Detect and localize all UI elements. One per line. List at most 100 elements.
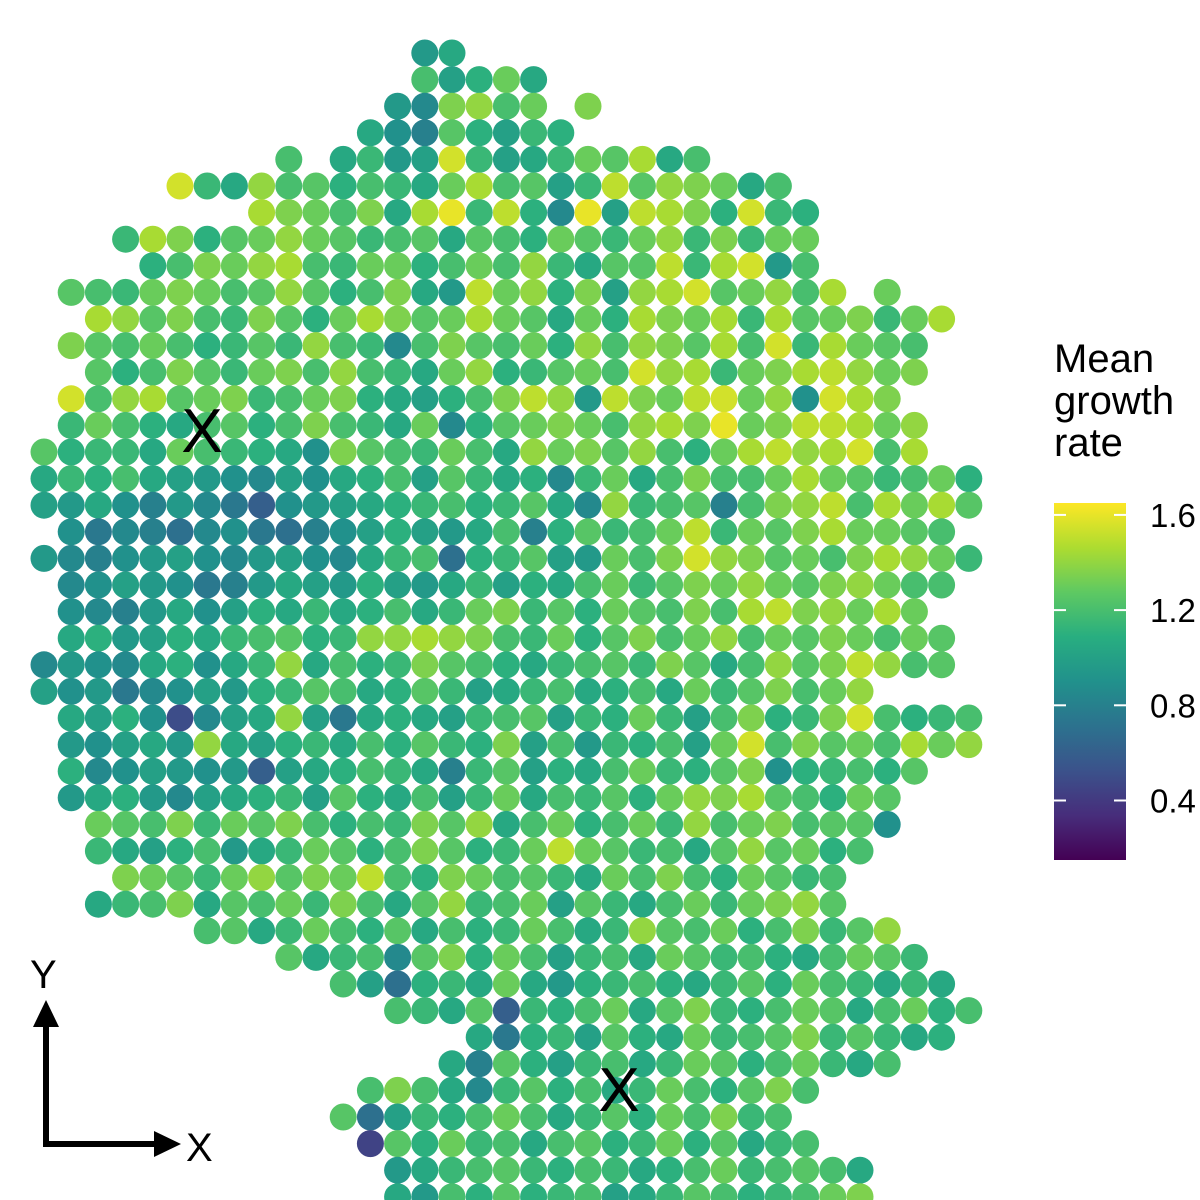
legend-title-line-1: Mean: [1054, 337, 1155, 381]
spot: [438, 465, 466, 493]
spot: [574, 837, 602, 865]
spot: [710, 278, 738, 306]
spot: [601, 1050, 629, 1078]
spot: [384, 491, 412, 519]
spot: [764, 332, 792, 360]
spot: [710, 199, 738, 227]
spot: [492, 917, 520, 945]
spot: [601, 358, 629, 386]
spot: [574, 278, 602, 306]
spot: [547, 943, 575, 971]
spot: [873, 278, 901, 306]
spot: [574, 252, 602, 280]
spot: [302, 385, 330, 413]
spot: [764, 624, 792, 652]
spot: [792, 199, 820, 227]
spot: [520, 1103, 548, 1131]
spot: [438, 1130, 466, 1158]
spot: [900, 438, 928, 466]
spot: [710, 385, 738, 413]
spot: [547, 1183, 575, 1200]
spot: [710, 810, 738, 838]
spot: [166, 332, 194, 360]
spot: [411, 598, 439, 626]
spot: [873, 1050, 901, 1078]
spot: [302, 332, 330, 360]
spot: [656, 278, 684, 306]
spot: [57, 465, 85, 493]
spot: [873, 731, 901, 759]
spot: [30, 651, 58, 679]
spot: [656, 757, 684, 785]
spot: [846, 943, 874, 971]
spot: [819, 970, 847, 998]
spot: [384, 385, 412, 413]
spot: [846, 1050, 874, 1078]
spot: [112, 571, 140, 599]
spot: [819, 731, 847, 759]
spot: [492, 837, 520, 865]
spot: [193, 890, 221, 918]
spot: [248, 332, 276, 360]
spot: [628, 757, 656, 785]
spot: [112, 305, 140, 333]
spot: [900, 491, 928, 519]
spot: [193, 411, 221, 439]
spot: [628, 252, 656, 280]
spot: [84, 332, 112, 360]
spot: [873, 491, 901, 519]
spot: [465, 119, 493, 147]
spot: [764, 1076, 792, 1104]
spot: [465, 278, 493, 306]
spot: [275, 917, 303, 945]
spot: [112, 278, 140, 306]
spot: [547, 1023, 575, 1051]
spot: [873, 438, 901, 466]
spot: [356, 624, 384, 652]
spot: [438, 92, 466, 120]
spot: [492, 704, 520, 732]
spot: [601, 225, 629, 253]
spot: [710, 252, 738, 280]
spot: [384, 92, 412, 120]
spot: [492, 1130, 520, 1158]
spot: [411, 145, 439, 173]
spot: [465, 1103, 493, 1131]
spot: [356, 305, 384, 333]
spot: [873, 917, 901, 945]
spot: [384, 624, 412, 652]
legend-colorbar: [1054, 503, 1126, 860]
spot: [574, 970, 602, 998]
spot: [193, 518, 221, 546]
spot: [628, 332, 656, 360]
spot: [873, 465, 901, 493]
spots-layer: [30, 39, 983, 1200]
spot: [329, 837, 357, 865]
spot: [275, 332, 303, 360]
spot: [601, 172, 629, 200]
spot: [166, 704, 194, 732]
spot: [819, 278, 847, 306]
spot: [411, 731, 439, 759]
spot: [139, 518, 167, 546]
spot: [465, 465, 493, 493]
spot: [574, 731, 602, 759]
spot: [873, 305, 901, 333]
spot: [764, 358, 792, 386]
spot: [928, 544, 956, 572]
spot: [166, 491, 194, 519]
spot: [547, 997, 575, 1025]
spot: [955, 704, 983, 732]
spot: [492, 92, 520, 120]
spot: [329, 731, 357, 759]
spot: [764, 199, 792, 227]
spot: [846, 438, 874, 466]
spot: [139, 544, 167, 572]
spot: [275, 890, 303, 918]
spot: [683, 1050, 711, 1078]
spot: [139, 411, 167, 439]
spot: [792, 837, 820, 865]
spot: [492, 438, 520, 466]
spot: [601, 199, 629, 227]
